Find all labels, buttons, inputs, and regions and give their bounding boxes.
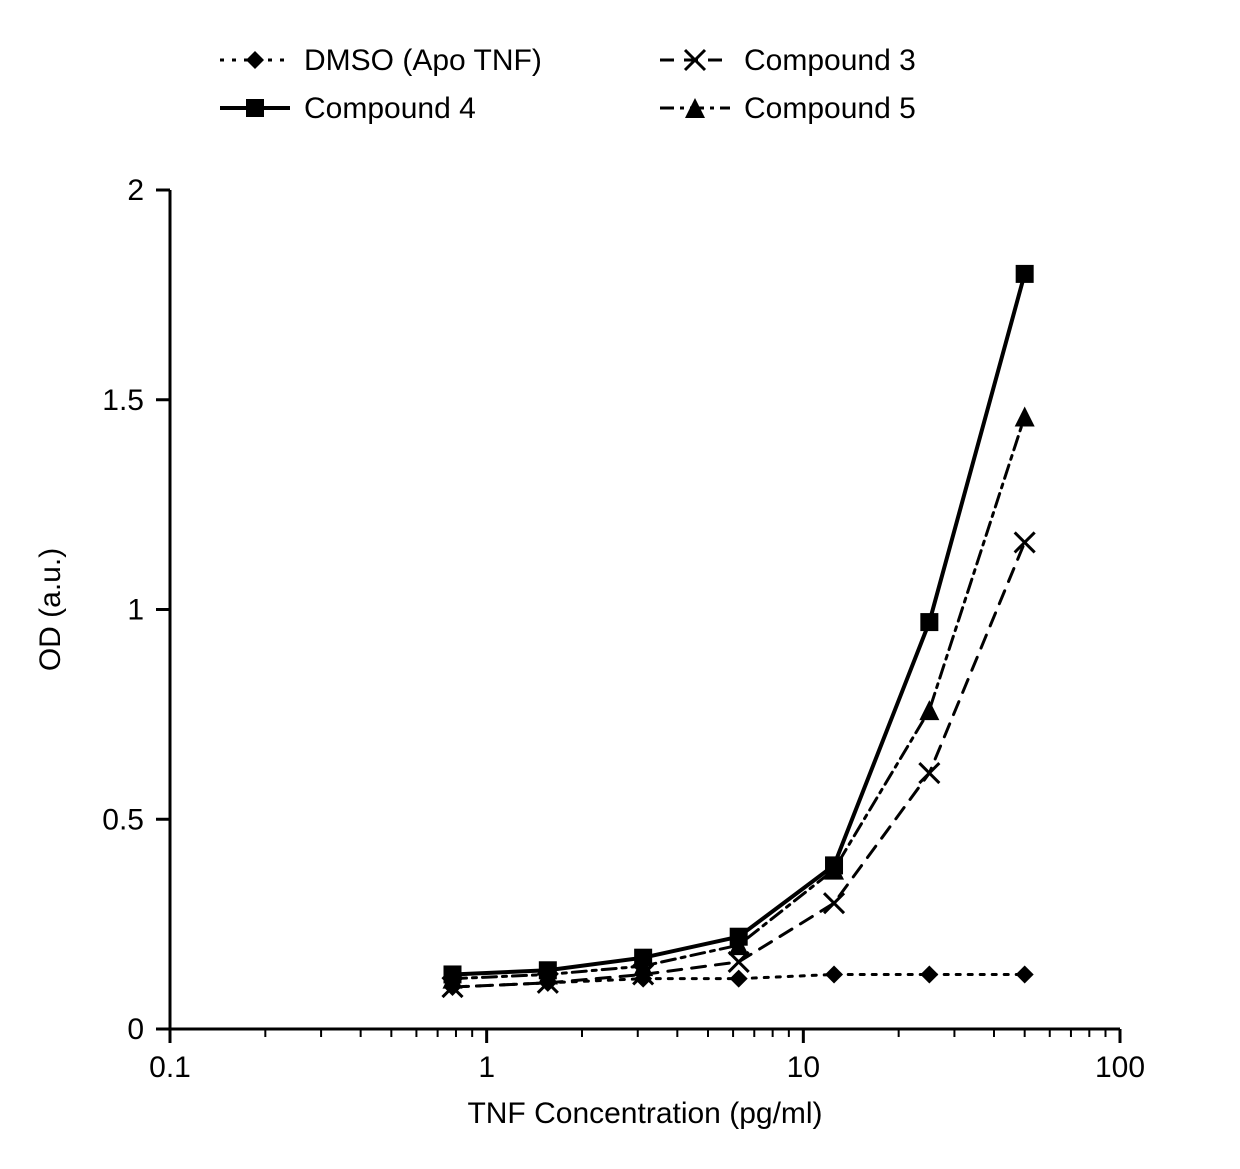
legend: DMSO (Apo TNF) Compound 3 Compound 4 Compou… bbox=[220, 44, 916, 125]
y-tick-label: 2 bbox=[127, 174, 144, 207]
x-tick-label: 0.1 bbox=[149, 1051, 191, 1084]
legend-label: DMSO (Apo TNF) bbox=[304, 44, 542, 77]
legend-label: Compound 4 bbox=[304, 92, 476, 125]
legend-item-dmso: DMSO (Apo TNF) bbox=[220, 44, 542, 77]
y-axis-label: OD (a.u.) bbox=[34, 548, 67, 671]
chart-container: 0.1 1 10 100 0 0.5 1 1.5 2 TNF Concentration (pg/… bbox=[0, 0, 1240, 1169]
x-tick-label: 1 bbox=[478, 1051, 495, 1084]
series-compound4 bbox=[443, 265, 1033, 984]
y-tick-label: 0.5 bbox=[102, 803, 144, 836]
legend-label: Compound 5 bbox=[744, 92, 916, 125]
x-tick-label: 100 bbox=[1095, 1051, 1145, 1084]
legend-item-compound4: Compound 4 bbox=[220, 92, 476, 125]
legend-item-compound5: Compound 5 bbox=[660, 92, 916, 125]
y-tick-label: 1 bbox=[127, 594, 144, 627]
legend-item-compound3: Compound 3 bbox=[660, 44, 916, 77]
x-axis-label: TNF Concentration (pg/ml) bbox=[467, 1097, 822, 1130]
od-vs-tnf-chart: 0.1 1 10 100 0 0.5 1 1.5 2 TNF Concentration (pg/… bbox=[0, 0, 1240, 1169]
y-tick-label: 0 bbox=[127, 1013, 144, 1046]
y-tick-label: 1.5 bbox=[102, 384, 144, 417]
series-compound5 bbox=[442, 407, 1034, 989]
legend-label: Compound 3 bbox=[744, 44, 916, 77]
x-tick-label: 10 bbox=[787, 1051, 820, 1084]
series-compound3 bbox=[442, 532, 1034, 997]
